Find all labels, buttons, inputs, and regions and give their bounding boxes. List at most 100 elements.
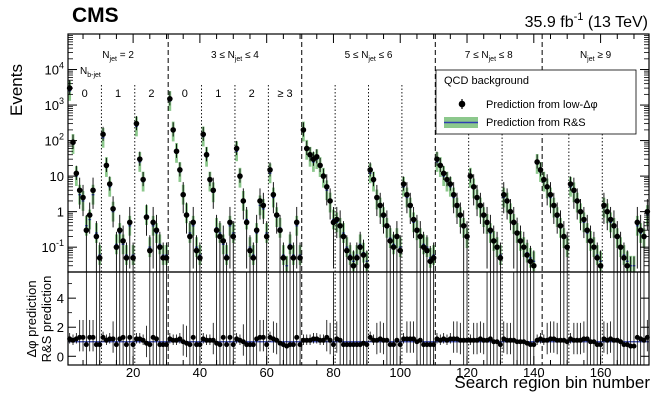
lowdphi-point [467, 173, 474, 179]
lowdphi-point [367, 167, 373, 173]
main-y-tick-exponent: 2 [59, 132, 64, 142]
lowdphi-point [287, 244, 293, 250]
x-tick-label: 80 [326, 365, 340, 380]
lowdphi-point [253, 227, 260, 234]
lowdphi-point [237, 173, 243, 179]
lowdphi-point [240, 198, 247, 204]
lowdphi-point [571, 187, 577, 194]
njet-label-main: N [580, 50, 587, 61]
nbjet-region-label: 0 [82, 88, 88, 100]
lowdphi-point [313, 153, 320, 160]
lowdphi-point [397, 247, 404, 254]
lowdphi-point [637, 227, 644, 234]
lowdphi-point [340, 233, 347, 240]
x-tick-label: 40 [193, 365, 207, 380]
lowdphi-point [497, 255, 504, 261]
lowdphi-point [317, 162, 323, 169]
lowdphi-point [624, 262, 631, 269]
main-y-tick-label: 104 [45, 61, 64, 78]
lowdphi-point [307, 151, 313, 158]
lowdphi-point [116, 227, 123, 234]
lowdphi-point [80, 194, 86, 201]
lowdphi-point [250, 255, 257, 261]
lumi-label: 35.9 fb-1 (13 TeV) [525, 11, 648, 31]
lowdphi-point [594, 255, 601, 261]
lowdphi-point [260, 202, 267, 209]
lowdphi-point [460, 222, 467, 229]
ratio-ylabel-line1: Δφ prediction [24, 280, 39, 357]
lowdphi-point [223, 255, 230, 261]
lowdphi-point [173, 148, 180, 155]
legend-title: QCD background [444, 75, 529, 87]
lowdphi-point [577, 208, 584, 215]
main-y-tick-exponent: 3 [59, 96, 64, 106]
lowdphi-point [377, 202, 384, 209]
lowdphi-point [233, 145, 240, 152]
lowdphi-point [170, 127, 176, 133]
ratio-point [187, 342, 193, 348]
ratio-point [584, 336, 590, 342]
lowdphi-point [220, 238, 227, 244]
main-y-tick-base: 10 [42, 240, 56, 255]
lowdphi-point [390, 244, 397, 250]
lowdphi-point [133, 120, 140, 127]
lowdphi-point [524, 252, 530, 258]
njet-label-post: = 2 [117, 50, 134, 61]
lowdphi-point [370, 176, 377, 183]
njet-label-main: 5 ≤ N [345, 50, 369, 61]
lowdphi-point [384, 222, 390, 229]
njet-label-post: ≤ 4 [242, 50, 259, 61]
nbjet-region-label: ≥ 3 [277, 88, 292, 100]
njet-region-label: 7 ≤ Njet ≤ 8 [465, 50, 513, 63]
ratio-point [130, 342, 136, 348]
main-y-tick-base: 10 [45, 63, 59, 78]
lowdphi-point [520, 244, 527, 250]
ratio-point [591, 339, 597, 345]
njet-region-label: Njet = 2 [102, 50, 134, 63]
ratio-point [290, 342, 296, 348]
lowdphi-point [320, 173, 327, 179]
ratio-point [224, 342, 230, 348]
lowdphi-point [100, 131, 106, 138]
lowdphi-point [447, 181, 454, 187]
ratio-point [397, 342, 403, 348]
nbjet-title-sub: b-jet [87, 72, 101, 79]
njet-label-post: ≥ 9 [595, 50, 612, 61]
lowdphi-point [153, 227, 160, 234]
main-y-tick-exponent: 4 [59, 61, 64, 71]
ratio-point [294, 334, 300, 340]
ratio-ylabel-line2: R&S prediction [39, 276, 54, 363]
ratio-point [411, 336, 417, 342]
nbjet-region-label: 2 [148, 88, 154, 100]
lowdphi-point [360, 252, 367, 258]
njet-label-sub: jet [234, 56, 242, 63]
lowdphi-point [544, 184, 550, 190]
lowdphi-point [607, 216, 614, 223]
ratio-point [337, 337, 343, 343]
lowdphi-point [621, 255, 627, 261]
ratio-point [327, 337, 333, 343]
njet-region-label: Njet ≥ 9 [580, 50, 612, 63]
lowdphi-point [477, 202, 484, 209]
lowdphi-point [407, 202, 414, 209]
ratio-point [190, 334, 196, 340]
lowdphi-point [207, 176, 213, 183]
x-tick-label: 140 [523, 365, 545, 380]
lowdphi-point [177, 167, 183, 173]
ratio-point [177, 336, 183, 342]
lowdphi-point [243, 219, 250, 226]
lowdphi-point [420, 244, 427, 250]
lowdphi-point [551, 202, 557, 209]
lowdphi-point [414, 227, 420, 234]
ratio-layer [67, 272, 650, 365]
main-y-tick-label: 103 [45, 96, 64, 113]
lowdphi-point [357, 244, 363, 250]
lowdphi-point [327, 198, 333, 204]
lowdphi-point [410, 216, 417, 223]
lowdphi-point [527, 258, 534, 265]
xlabel: Search region bin number [454, 373, 650, 392]
lowdphi-point [440, 170, 447, 177]
ratio-y-tick-label: 4 [57, 291, 64, 306]
lowdphi-point [554, 212, 560, 218]
